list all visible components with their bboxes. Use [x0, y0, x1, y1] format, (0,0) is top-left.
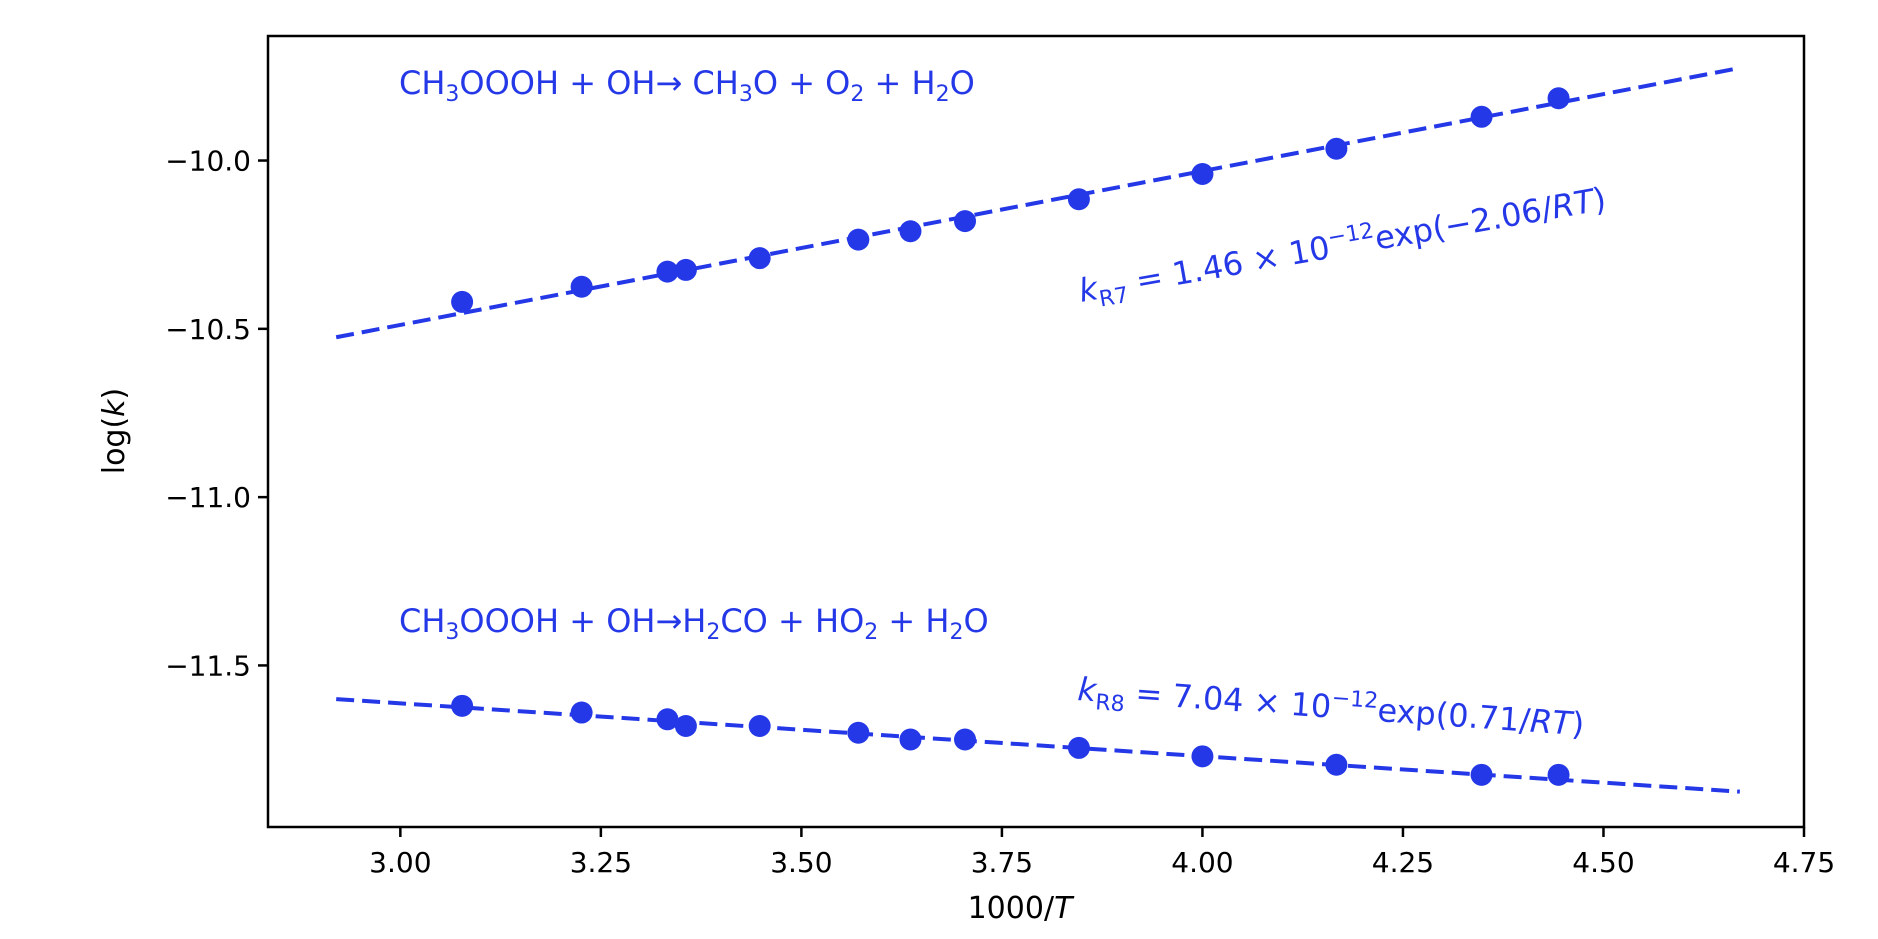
series-layer: [335, 66, 1741, 794]
data-point: [451, 290, 474, 313]
x-tick-label: 4.50: [1572, 846, 1634, 879]
data-point: [674, 715, 697, 738]
fit-line-2: [336, 697, 1740, 794]
data-point: [1067, 188, 1090, 211]
x-tick-label: 4.25: [1372, 846, 1434, 879]
y-axis: −10.0 −10.5 −11.0 −11.5: [165, 145, 268, 682]
fit-line-1: [335, 66, 1741, 340]
x-tick-label: 3.50: [770, 846, 832, 879]
data-point: [570, 701, 593, 724]
data-point: [899, 728, 922, 751]
data-point: [847, 228, 870, 251]
x-axis-label: 1000/T: [968, 891, 1075, 926]
x-tick-label: 3.25: [570, 846, 632, 879]
data-point: [656, 708, 679, 731]
reaction-label-r7: CH3OOOH + OH→ CH3O + O2 + H2O: [399, 64, 975, 107]
x-tick-label: 3.75: [971, 846, 1033, 879]
x-tick-label: 4.00: [1171, 846, 1233, 879]
data-point: [748, 247, 771, 270]
y-tick-label: −11.0: [165, 481, 251, 514]
data-point: [1191, 745, 1214, 768]
rate-equation-r8: kR8 = 7.04 × 10−12exp(0.71/RT): [1076, 668, 1586, 749]
x-tick-label: 4.75: [1773, 846, 1835, 879]
data-point: [451, 694, 474, 717]
data-point: [1547, 763, 1570, 786]
rate-equation-r7: kR7 = 1.46 × 10−12exp(−2.06/RT): [1075, 178, 1609, 316]
data-point: [1067, 736, 1090, 759]
data-point: [1470, 763, 1493, 786]
data-point: [954, 210, 977, 233]
y-tick-label: −11.5: [165, 649, 251, 682]
data-point: [899, 220, 922, 243]
plot-frame: [266, 34, 1806, 829]
data-point: [847, 721, 870, 744]
x-axis: 3.00 3.25 3.50 3.75 4.00 4.25 4.50 4.75: [369, 827, 1835, 879]
y-tick-label: −10.5: [165, 313, 251, 346]
data-point: [954, 728, 977, 751]
data-point: [748, 715, 771, 738]
y-axis-label: log(k): [97, 388, 132, 475]
x-tick-label: 3.00: [369, 846, 431, 879]
data-point: [674, 258, 697, 281]
data-point: [1191, 163, 1214, 186]
data-point: [1470, 105, 1493, 128]
data-point: [1325, 753, 1348, 776]
data-point: [656, 260, 679, 283]
data-point: [570, 275, 593, 298]
y-tick-label: −10.0: [165, 145, 251, 178]
data-point: [1325, 137, 1348, 160]
reaction-label-r8: CH3OOOH + OH→H2CO + HO2 + H2O: [399, 602, 989, 645]
data-point: [1547, 87, 1570, 110]
